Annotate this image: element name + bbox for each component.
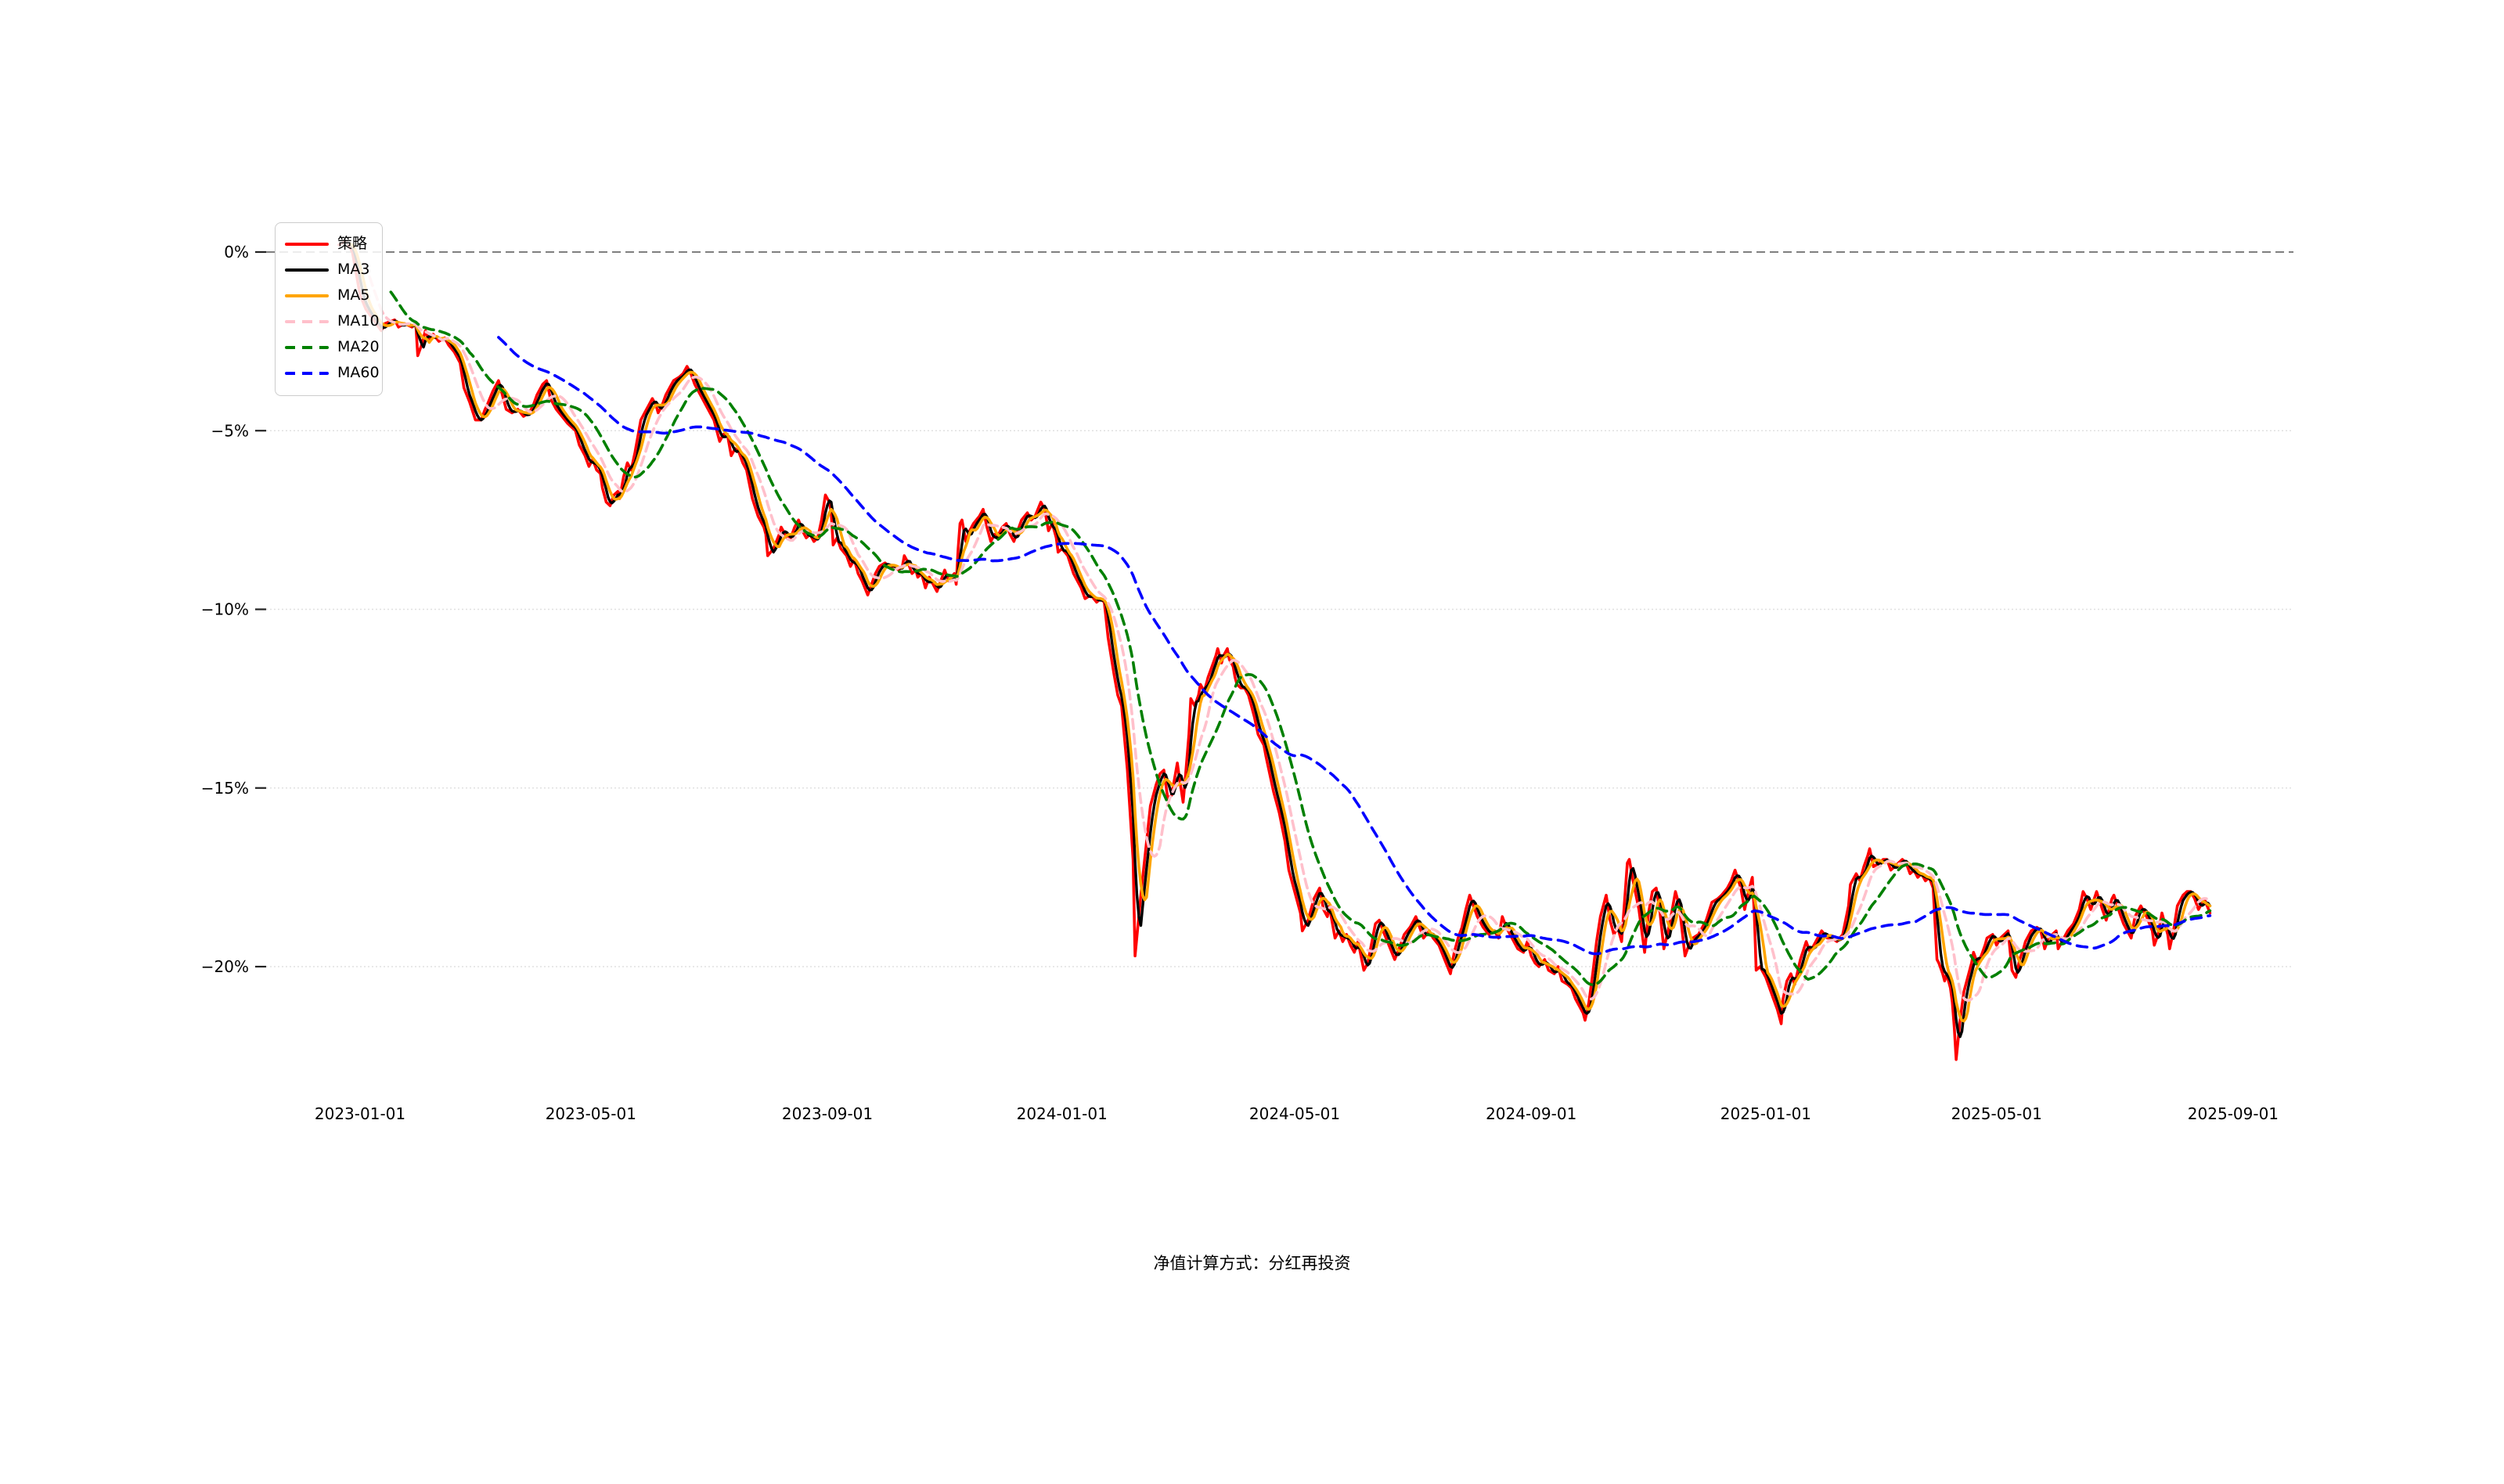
legend: 策略 MA3 MA5 MA10 MA20 MA60	[275, 222, 383, 396]
legend-swatch-MA20	[285, 345, 329, 349]
legend-item-label: 策略	[337, 235, 368, 252]
x-tick-label: 2025-01-01	[1720, 1104, 1811, 1123]
legend-item-label: MA10	[337, 312, 380, 330]
y-tick-label: 0%	[224, 243, 249, 261]
legend-item: MA5	[285, 283, 373, 308]
legend-item: MA10	[285, 308, 380, 334]
series-line-MA60	[497, 336, 2212, 956]
y-tick-label: −10%	[201, 600, 249, 619]
legend-item: MA3	[285, 257, 373, 283]
x-tick-label: 2023-09-01	[782, 1104, 873, 1123]
legend-item: 策略	[285, 231, 373, 257]
legend-swatch-MA5	[285, 294, 329, 297]
series-line-MA20	[389, 290, 2212, 986]
y-tick-label: −20%	[201, 957, 249, 976]
x-tick-label: 2023-01-01	[315, 1104, 405, 1123]
legend-item: MA60	[285, 360, 380, 386]
x-tick-label: 2024-09-01	[1486, 1104, 1576, 1123]
x-tick-label: 2024-05-01	[1249, 1104, 1340, 1123]
series-line-策略	[337, 240, 2212, 1061]
legend-swatch-策略	[285, 242, 329, 246]
y-tick-label: −15%	[201, 779, 249, 798]
x-tick-label: 2024-01-01	[1017, 1104, 1108, 1123]
legend-swatch-MA10	[285, 319, 329, 323]
x-tick-label: 2025-09-01	[2188, 1104, 2279, 1123]
y-tick-label: −5%	[211, 421, 250, 440]
legend-swatch-MA60	[285, 371, 329, 375]
legend-item-label: MA3	[337, 261, 370, 278]
series-line-MA3	[343, 241, 2212, 1039]
series-line-MA5	[348, 243, 2212, 1023]
chart-caption: 净值计算方式：分红再投资	[1153, 1254, 1351, 1273]
legend-item-label: MA5	[337, 286, 370, 304]
legend-swatch-MA3	[285, 268, 329, 272]
x-tick-label: 2023-05-01	[546, 1104, 636, 1123]
x-tick-label: 2025-05-01	[1951, 1104, 2042, 1123]
legend-item: MA20	[285, 334, 380, 360]
legend-item-label: MA20	[337, 338, 380, 355]
legend-item-label: MA60	[337, 364, 380, 381]
series-line-MA10	[362, 261, 2212, 1002]
